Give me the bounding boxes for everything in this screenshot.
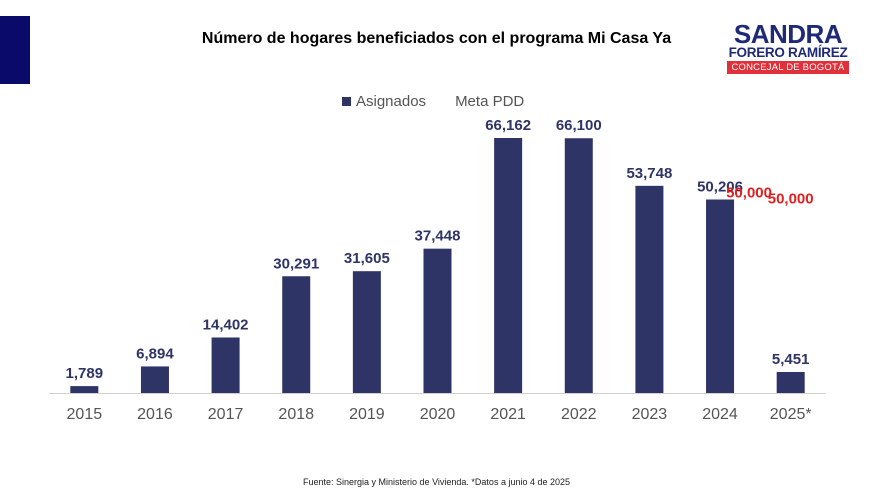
bar-2020: [423, 248, 452, 393]
x-tick-label: 2019: [349, 406, 385, 423]
bar-value-label: 66,100: [556, 117, 602, 134]
bar-2015: [70, 386, 99, 393]
x-tick-label: 2016: [137, 406, 173, 423]
x-tick-label: 2023: [632, 406, 668, 423]
target-value-label: 50,000: [726, 184, 772, 201]
bar-value-label: 50,206: [697, 178, 743, 195]
bar-value-label: 66,162: [485, 117, 531, 134]
bar-2023: [635, 185, 664, 393]
bar-value-label: 31,605: [344, 250, 390, 267]
bar-2017: [211, 337, 240, 393]
x-tick-label: 2021: [490, 406, 526, 423]
bar-value-label: 5,451: [772, 351, 810, 368]
bar-2018: [282, 276, 311, 393]
bar-2021: [494, 138, 523, 393]
legend-label-meta: Meta PDD: [455, 93, 525, 110]
bar-value-label: 14,402: [203, 316, 249, 333]
bar-value-label: 53,748: [626, 165, 672, 182]
bar-value-label: 1,789: [66, 365, 104, 382]
legend-label-asignados: Asignados: [356, 93, 427, 110]
logo-surname: FORERO RAMÍREZ: [728, 45, 848, 60]
x-tick-label: 2018: [278, 406, 314, 423]
bar-2025: [776, 371, 805, 393]
source-note: Fuente: Sinergia y Ministerio de Viviend…: [303, 477, 570, 487]
legend-swatch-asignados: [342, 97, 351, 106]
chart-legend: Asignados Meta PDD: [342, 93, 524, 110]
bar-2024: [706, 199, 735, 393]
brand-logo: SANDRA FORERO RAMÍREZ CONCEJAL DE BOGOTÁ: [727, 19, 849, 74]
x-tick-label: 2024: [702, 406, 738, 423]
bar-value-label: 6,894: [136, 345, 174, 362]
logo-role: CONCEJAL DE BOGOTÁ: [727, 61, 849, 74]
bar-2019: [352, 271, 381, 393]
x-tick-label: 2015: [67, 406, 103, 423]
bar-2016: [140, 366, 169, 393]
x-tick-label: 2022: [561, 406, 597, 423]
bar-value-label: 37,448: [415, 228, 461, 245]
logo-name: SANDRA: [733, 19, 843, 49]
chart-title: Número de hogares beneficiados con el pr…: [201, 30, 672, 47]
accent-bar: [0, 16, 30, 84]
bar-2022: [564, 138, 593, 393]
target-value-label: 50,000: [768, 190, 814, 207]
x-tick-label: 2020: [420, 406, 456, 423]
bar-value-label: 30,291: [273, 255, 319, 272]
x-tick-label: 2017: [208, 406, 244, 423]
x-tick-label: 2025*: [770, 406, 812, 423]
